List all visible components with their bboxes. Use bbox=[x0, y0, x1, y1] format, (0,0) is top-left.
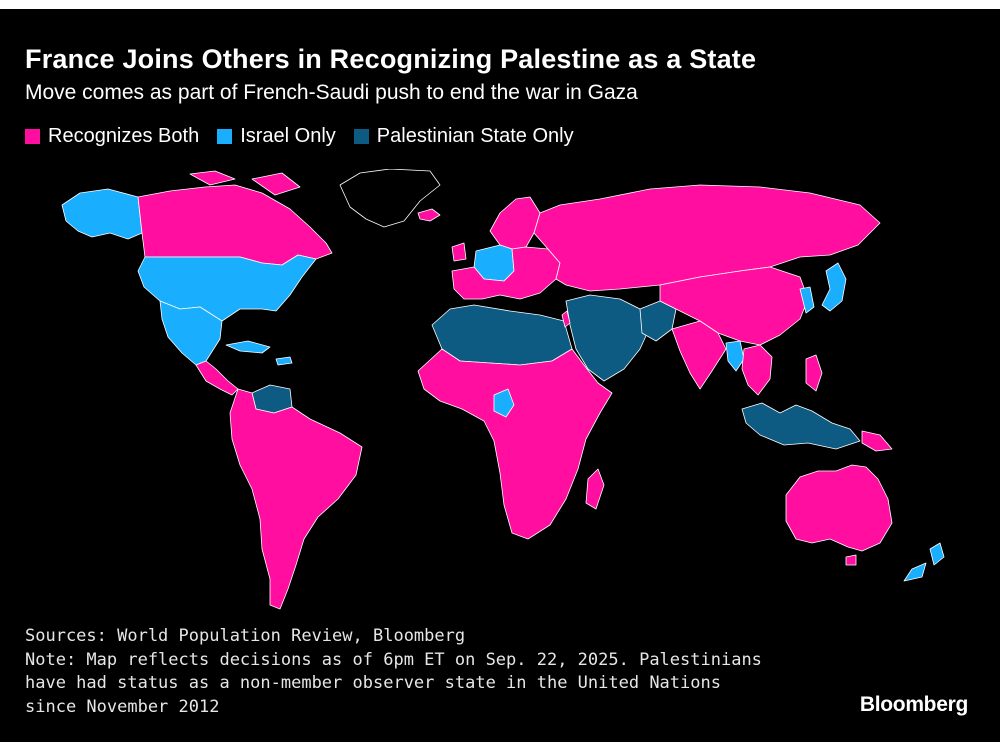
region-indonesia-malaysia bbox=[741, 402, 861, 450]
legend-swatch-palestinian-state-only bbox=[353, 129, 369, 144]
region-korea bbox=[799, 286, 815, 314]
note-line-3: since November 2012 bbox=[25, 696, 220, 717]
region-central-america bbox=[195, 360, 239, 396]
chart-panel: France Joins Others in Recognizing Pales… bbox=[0, 9, 1000, 742]
note-line-2: have had status as a non-member observer… bbox=[25, 673, 721, 693]
region-philippines bbox=[805, 354, 823, 392]
footer-notes: Sources: World Population Review, Bloomb… bbox=[25, 625, 762, 719]
region-caribbean bbox=[225, 340, 293, 366]
region-iceland bbox=[417, 208, 441, 222]
world-map bbox=[61, 169, 945, 610]
region-canada bbox=[137, 170, 333, 266]
region-greenland bbox=[339, 169, 441, 228]
region-japan bbox=[821, 262, 847, 312]
legend-swatch-israel-only bbox=[217, 129, 233, 144]
region-russia bbox=[533, 184, 881, 292]
region-south-america bbox=[229, 388, 363, 610]
bloomberg-logo: Bloomberg bbox=[859, 693, 968, 716]
region-myanmar bbox=[725, 340, 745, 372]
region-middle-east bbox=[565, 294, 651, 382]
chart-subtitle: Move comes as part of French-Saudi push … bbox=[25, 81, 638, 104]
region-new-zealand bbox=[903, 542, 945, 582]
chart-title: France Joins Others in Recognizing Pales… bbox=[25, 44, 757, 74]
legend-label-palestinian-state-only: Palestinian State Only bbox=[376, 125, 574, 147]
legend: Recognizes Both Israel Only Palestinian … bbox=[25, 125, 592, 148]
region-israel bbox=[561, 310, 571, 328]
region-india bbox=[671, 320, 727, 390]
legend-item-palestinian-state-only: Palestinian State Only bbox=[353, 125, 574, 148]
legend-item-israel-only: Israel Only bbox=[217, 125, 336, 148]
region-australia bbox=[785, 464, 893, 566]
region-papua-new-guinea bbox=[861, 430, 893, 452]
sources-text: Sources: World Population Review, Bloomb… bbox=[25, 626, 466, 646]
legend-label-israel-only: Israel Only bbox=[240, 125, 336, 147]
region-pakistan-afghanistan bbox=[639, 300, 677, 342]
region-southeast-asia bbox=[741, 344, 773, 396]
legend-item-recognizes-both: Recognizes Both bbox=[25, 125, 199, 148]
legend-label-recognizes-both: Recognizes Both bbox=[48, 125, 200, 147]
region-sub-saharan-africa bbox=[417, 348, 613, 540]
region-china-region bbox=[659, 266, 809, 346]
legend-swatch-recognizes-both bbox=[25, 129, 40, 144]
note-line-1: Note: Map reflects decisions as of 6pm E… bbox=[25, 649, 762, 670]
region-madagascar bbox=[585, 468, 605, 510]
region-cameroon bbox=[493, 388, 515, 418]
region-alaska bbox=[61, 188, 143, 240]
